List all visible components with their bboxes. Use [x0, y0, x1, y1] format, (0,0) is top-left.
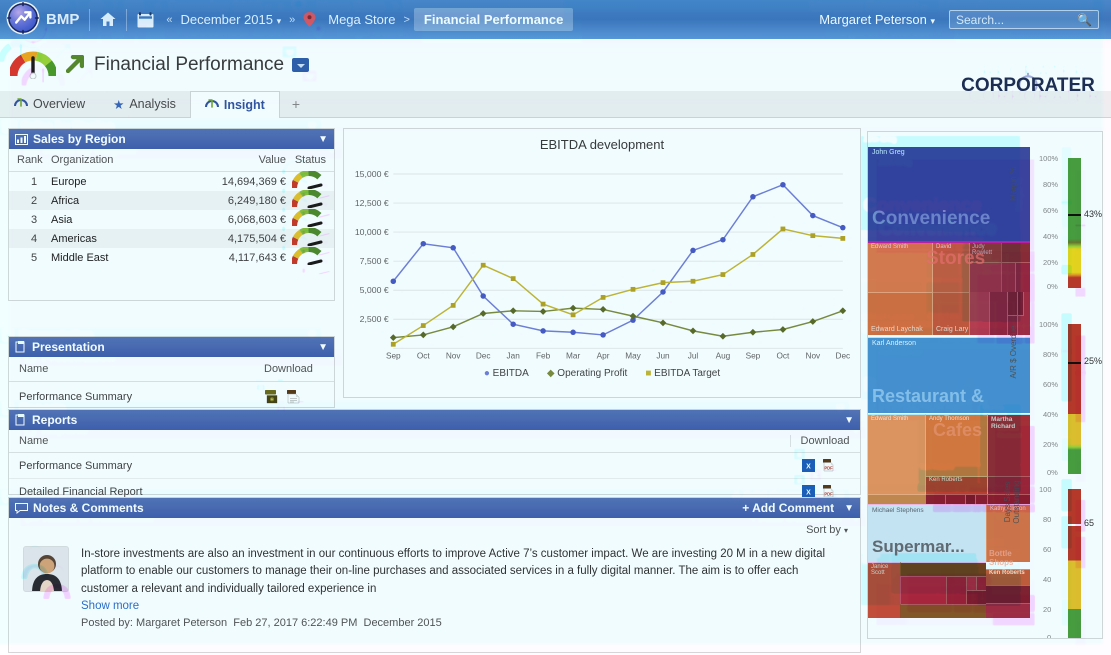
- svg-text:7,500 €: 7,500 €: [360, 256, 389, 266]
- svg-text:5,000 €: 5,000 €: [360, 285, 389, 295]
- svg-text:Nov: Nov: [805, 351, 821, 360]
- svg-text:Aug: Aug: [716, 351, 731, 360]
- svg-text:Apr: Apr: [597, 351, 610, 360]
- svg-text:May: May: [625, 351, 641, 360]
- svg-text:Jan: Jan: [507, 351, 521, 360]
- svg-text:Feb: Feb: [536, 351, 551, 360]
- svg-text:Mar: Mar: [566, 351, 580, 360]
- svg-text:PDF: PDF: [824, 466, 833, 471]
- svg-text:X: X: [806, 464, 811, 471]
- svg-text:Sep: Sep: [386, 351, 401, 360]
- svg-text:Dec: Dec: [835, 351, 850, 360]
- svg-text:15,000 €: 15,000 €: [355, 169, 389, 179]
- svg-text:10,000 €: 10,000 €: [355, 227, 389, 237]
- svg-text:Nov: Nov: [446, 351, 462, 360]
- svg-text:X: X: [806, 490, 811, 497]
- svg-text:Jul: Jul: [688, 351, 699, 360]
- svg-text:PDF: PDF: [824, 492, 833, 497]
- svg-text:12,500 €: 12,500 €: [355, 198, 389, 208]
- svg-text:Sep: Sep: [746, 351, 761, 360]
- svg-text:Oct: Oct: [776, 351, 790, 360]
- svg-text:Dec: Dec: [476, 351, 491, 360]
- svg-text:Oct: Oct: [417, 351, 431, 360]
- svg-text:2,500 €: 2,500 €: [360, 314, 389, 324]
- svg-text:Jun: Jun: [656, 351, 670, 360]
